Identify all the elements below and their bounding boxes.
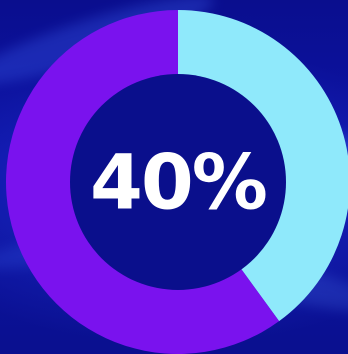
donut-hole [70,74,286,290]
center-percentage-label: 40% [90,138,266,227]
